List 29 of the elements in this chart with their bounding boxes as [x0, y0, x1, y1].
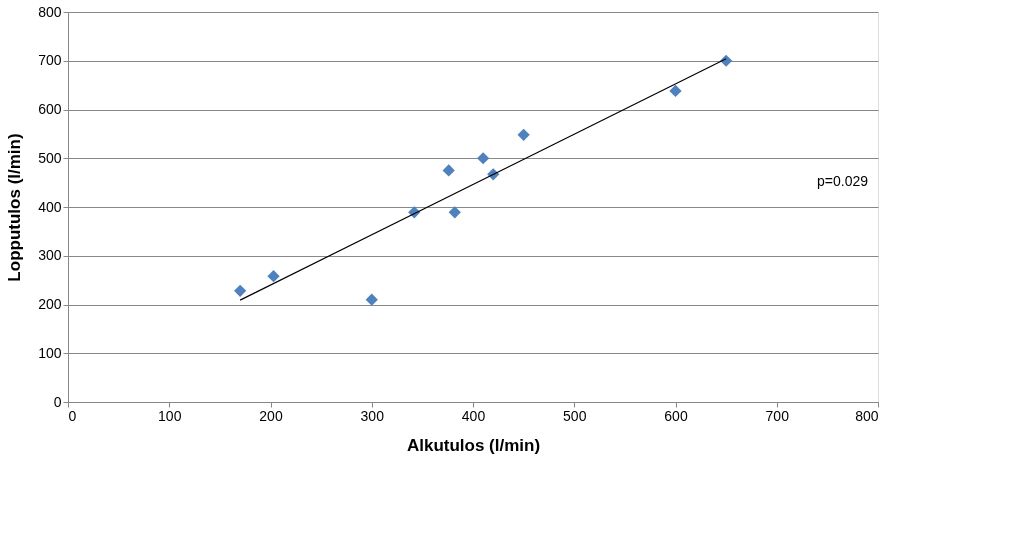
point — [669, 84, 682, 98]
x-tick-label: 100 — [158, 407, 182, 424]
point — [477, 152, 490, 165]
y-tick-label: 300 — [38, 247, 62, 264]
y-axis-title: Lopputulos (l/min) — [5, 133, 25, 282]
y-tick-label: 800 — [38, 3, 62, 20]
point — [267, 270, 280, 283]
x-tick-label: 0 — [68, 407, 77, 424]
y-tick-label: 600 — [38, 101, 62, 117]
annotation: p=0.029 — [817, 173, 869, 189]
y-tick-label: 700 — [38, 52, 62, 69]
y-tick-label: 500 — [38, 149, 62, 166]
x-tick-label: 800 — [855, 407, 879, 424]
point — [448, 206, 461, 219]
y-tick-label: 0 — [53, 393, 62, 410]
x-tick-label: 600 — [664, 407, 688, 424]
x-tick-label: 500 — [563, 407, 587, 424]
point — [517, 128, 530, 141]
x-axis-title: Alkutulos (l/min) — [406, 435, 541, 455]
y-tick-label: 400 — [38, 198, 62, 215]
x-tick-label: 400 — [461, 407, 486, 424]
y-tick-label: 100 — [38, 344, 62, 361]
x-tick-label: 200 — [259, 407, 283, 424]
point — [442, 164, 455, 177]
point — [365, 293, 378, 306]
x-tick-label: 700 — [765, 407, 790, 424]
point — [234, 284, 247, 297]
x-tick-label: 300 — [360, 407, 385, 424]
y-tick-label: 200 — [38, 296, 62, 312]
